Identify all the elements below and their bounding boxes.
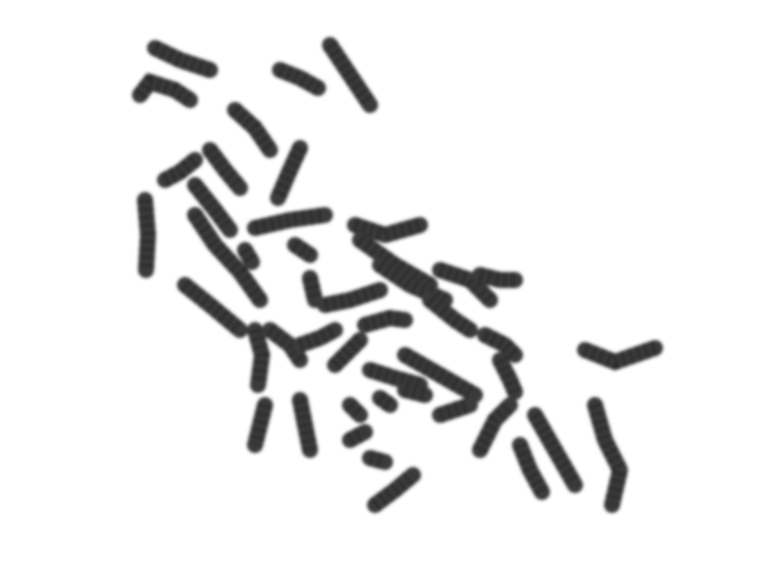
chromosome-bands — [137, 199, 157, 271]
chromosome-bands — [247, 327, 271, 387]
chromosome — [327, 332, 368, 373]
chromosome-bands — [344, 399, 366, 421]
chromosome — [472, 267, 523, 288]
chromosome-bands — [133, 72, 195, 107]
chromosome-bands — [401, 348, 479, 402]
chromosome-bands — [203, 145, 247, 194]
chromosome-bands — [370, 468, 419, 512]
chromosome-bands — [437, 397, 473, 423]
chromosome-bands — [188, 180, 237, 235]
chromosome-bands — [346, 424, 369, 448]
chromosome — [352, 232, 438, 293]
chromosome-bands — [403, 382, 427, 403]
chromosome — [492, 352, 523, 400]
chromosome-bands — [362, 309, 407, 333]
chromosome-bands — [188, 210, 267, 305]
chromosome-bands — [437, 262, 496, 306]
chromosome-bands — [323, 282, 383, 313]
chromosome-bands — [587, 402, 629, 507]
chromosome-bands — [229, 104, 277, 155]
chromosome-bands — [297, 322, 339, 353]
chromosome-bands — [302, 276, 323, 302]
chromosome-bands — [265, 323, 307, 365]
chromosome — [322, 37, 378, 113]
chromosome-bands — [161, 153, 200, 188]
chromosome-bands — [425, 293, 475, 337]
chromosome — [247, 207, 333, 236]
chromosome-bands — [375, 391, 395, 412]
chromosome — [357, 310, 413, 333]
chromosome — [272, 62, 326, 96]
chromosome-bands — [352, 217, 423, 244]
chromosome-bands — [528, 411, 582, 489]
chromosome-bands — [367, 450, 388, 470]
chromosome-bands — [290, 238, 315, 262]
chromosome-bands — [472, 399, 516, 454]
chromosome-bands — [238, 245, 259, 267]
chromosome-bands — [151, 40, 213, 78]
chromosome-bands — [292, 398, 318, 452]
chromosome-bands — [512, 442, 550, 496]
chromosome-bands — [367, 362, 423, 393]
chromosome-bands — [247, 403, 273, 447]
chromosome-bands — [180, 278, 246, 337]
chromosome — [477, 327, 523, 363]
chromosome-bands — [582, 340, 658, 371]
chromosome-bands — [270, 144, 308, 202]
